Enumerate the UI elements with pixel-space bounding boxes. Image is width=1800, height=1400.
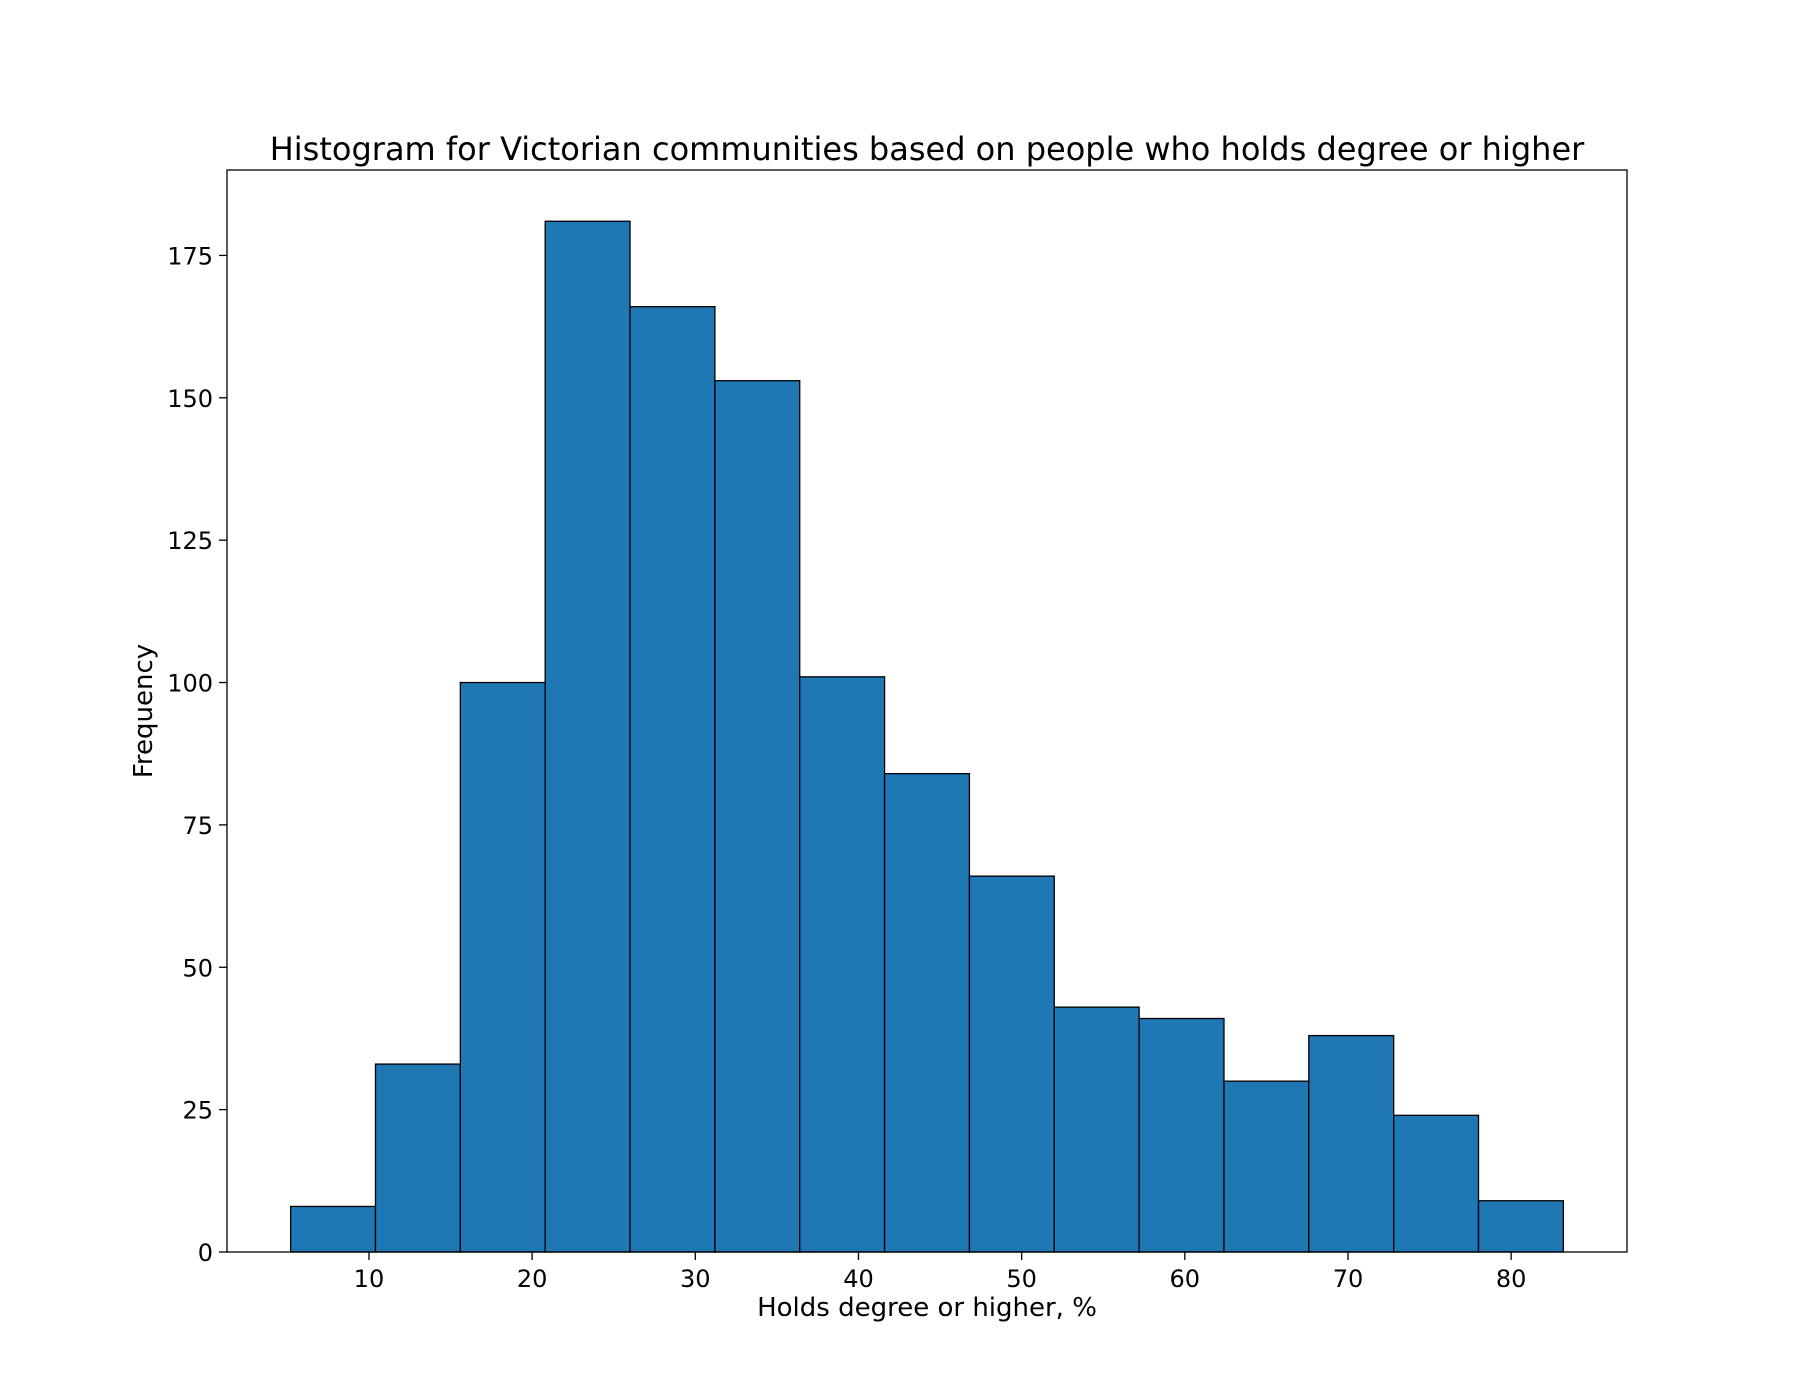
y-axis-label: Frequency [129,644,159,778]
y-tick-label: 50 [182,954,213,982]
y-axis-ticks: 0 25 50 75 100 125 150 175 [167,242,227,1267]
x-axis-label: Holds degree or higher, % [757,1293,1097,1323]
x-tick-label: 60 [1170,1265,1201,1293]
histogram-bar [374,1063,461,1253]
histogram-bar [629,306,716,1253]
x-tick-label: 10 [354,1265,385,1293]
histogram-bar [799,676,886,1253]
histogram-bar [883,772,971,1253]
histogram-bar [1308,1034,1395,1253]
x-tick-label: 70 [1333,1265,1364,1293]
x-tick-label: 80 [1496,1265,1527,1293]
y-tick-label: 150 [167,385,213,413]
x-tick-label: 20 [517,1265,548,1293]
y-tick-label: 75 [182,812,213,840]
y-tick-label: 0 [198,1239,213,1267]
x-tick-label: 30 [680,1265,711,1293]
histogram-bar [544,220,631,1253]
x-axis-ticks: 10 20 30 40 50 60 70 80 [354,1252,1527,1293]
histogram-bar [1138,1017,1225,1253]
x-tick-label: 40 [843,1265,874,1293]
histogram-bar [459,681,546,1253]
y-tick-label: 125 [167,527,213,555]
bars-group [289,220,1565,1253]
histogram-bar [968,875,1055,1253]
histogram-bar [1053,1006,1140,1253]
histogram-bar [289,1205,377,1253]
y-tick-label: 100 [167,670,213,698]
y-tick-label: 175 [167,242,213,270]
y-tick-label: 25 [182,1097,213,1125]
plot-frame [226,169,1628,1253]
chart-title: Histogram for Victorian communities base… [270,130,1585,168]
x-tick-label: 50 [1006,1265,1037,1293]
histogram-bar [714,380,801,1253]
histogram-bar [1477,1200,1565,1253]
histogram-bar [1393,1114,1480,1253]
histogram-bar [1223,1080,1310,1253]
